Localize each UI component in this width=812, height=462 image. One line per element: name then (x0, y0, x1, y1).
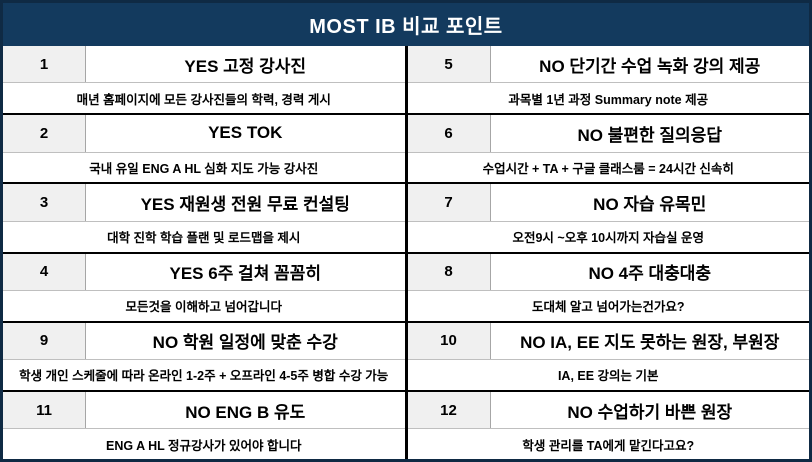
item-description: 매년 홈페이지에 모든 강사진들의 학력, 경력 게시 (3, 82, 405, 113)
comparison-item-3: 3 YES 재원생 전원 무료 컨설팅 대학 진학 학습 플랜 및 로드맵을 제… (3, 182, 405, 251)
item-title-row: 1 YES 고정 강사진 (3, 46, 405, 83)
item-description: 수업시간 + TA + 구글 클래스룸 = 24시간 신속히 (407, 151, 809, 183)
item-title: NO ENG B 유도 (185, 402, 306, 422)
comparison-item-11: 11 NO ENG B 유도 ENG A HL 정규강사가 있어야 합니다 (3, 389, 405, 459)
item-description: IA, EE 강의는 기본 (407, 359, 809, 390)
item-title: YES 재원생 전원 무료 컨설팅 (140, 195, 350, 215)
item-number: 6 (407, 115, 491, 152)
item-title: YES 6주 걸쳐 꼼꼼히 (169, 264, 321, 284)
comparison-item-6: 6 NO 불편한 질의응답 수업시간 + TA + 구글 클래스룸 = 24시간… (407, 113, 810, 183)
comparison-item-2: 2 YES TOK 국내 유일 ENG A HL 심화 지도 가능 강사진 (3, 113, 405, 182)
item-title: NO 자습 유목민 (593, 195, 707, 215)
item-number: 8 (407, 253, 491, 290)
item-description: 오전9시 ~오후 10시까지 자습실 운영 (407, 220, 809, 252)
item-title: YES 고정 강사진 (184, 56, 307, 76)
page-header: MOST IB 비교 포인트 (3, 3, 809, 46)
item-number: 2 (3, 115, 86, 152)
left-column: 1 YES 고정 강사진 매년 홈페이지에 모든 강사진들의 학력, 경력 게시… (3, 46, 405, 459)
item-title: NO 불편한 질의응답 (577, 125, 722, 145)
item-number: 3 (3, 184, 86, 221)
item-title-row: 5 NO 단기간 수업 녹화 강의 제공 (407, 46, 810, 83)
right-column: 5 NO 단기간 수업 녹화 강의 제공 과목별 1년 과정 Summary n… (404, 46, 810, 459)
comparison-item-1: 1 YES 고정 강사진 매년 홈페이지에 모든 강사진들의 학력, 경력 게시 (3, 46, 405, 113)
item-title-row: 9 NO 학원 일정에 맞춘 수강 (3, 322, 405, 360)
item-description: 학생 개인 스케줄에 따라 온라인 1-2주 + 오프라인 4-5주 병합 수강… (3, 359, 405, 390)
item-title: YES TOK (208, 123, 283, 143)
item-number: 12 (407, 391, 491, 429)
item-description: 학생 관리를 TA에게 맡긴다고요? (407, 428, 809, 459)
comparison-item-8: 8 NO 4주 대충대충 도대체 알고 넘어가는건가요? (407, 251, 810, 321)
item-description: 대학 진학 학습 플랜 및 로드맵을 제시 (3, 220, 405, 252)
comparison-item-7: 7 NO 자습 유목민 오전9시 ~오후 10시까지 자습실 운영 (407, 182, 810, 252)
item-title: NO 수업하기 바쁜 원장 (567, 402, 733, 422)
item-number: 9 (3, 322, 86, 360)
item-number: 10 (407, 322, 491, 360)
item-title-row: 4 YES 6주 걸쳐 꼼꼼히 (3, 253, 405, 290)
comparison-item-12: 12 NO 수업하기 바쁜 원장 학생 관리를 TA에게 맡긴다고요? (407, 389, 810, 459)
item-title-row: 7 NO 자습 유목민 (407, 184, 810, 221)
item-title: NO 단기간 수업 녹화 강의 제공 (539, 56, 761, 76)
item-description: 모든것을 이해하고 넘어갑니다 (3, 289, 405, 321)
item-title-row: 3 YES 재원생 전원 무료 컨설팅 (3, 184, 405, 221)
item-title: NO IA, EE 지도 못하는 원장, 부원장 (520, 333, 780, 353)
page-title: MOST IB 비교 포인트 (309, 16, 503, 38)
item-title-row: 8 NO 4주 대충대충 (407, 253, 810, 290)
item-description: 도대체 알고 넘어가는건가요? (407, 289, 809, 321)
item-title-row: 6 NO 불편한 질의응답 (407, 115, 810, 152)
item-description: 국내 유일 ENG A HL 심화 지도 가능 강사진 (3, 151, 405, 183)
item-number: 1 (3, 46, 86, 83)
item-title-row: 12 NO 수업하기 바쁜 원장 (407, 391, 810, 429)
item-title-row: 11 NO ENG B 유도 (3, 391, 405, 429)
item-number: 4 (3, 253, 86, 290)
item-number: 11 (3, 391, 86, 429)
item-title: NO 4주 대충대충 (588, 264, 712, 284)
comparison-item-10: 10 NO IA, EE 지도 못하는 원장, 부원장 IA, EE 강의는 기… (407, 320, 810, 390)
item-number: 7 (407, 184, 491, 221)
item-description: ENG A HL 정규강사가 있어야 합니다 (3, 428, 405, 459)
item-number: 5 (407, 46, 491, 83)
item-title-row: 10 NO IA, EE 지도 못하는 원장, 부원장 (407, 322, 810, 360)
item-title: NO 학원 일정에 맞춘 수강 (152, 333, 338, 353)
comparison-item-5: 5 NO 단기간 수업 녹화 강의 제공 과목별 1년 과정 Summary n… (407, 46, 810, 113)
item-title-row: 2 YES TOK (3, 115, 405, 152)
item-description: 과목별 1년 과정 Summary note 제공 (407, 82, 809, 113)
comparison-table: 1 YES 고정 강사진 매년 홈페이지에 모든 강사진들의 학력, 경력 게시… (3, 46, 809, 459)
comparison-item-9: 9 NO 학원 일정에 맞춘 수강 학생 개인 스케줄에 따라 온라인 1-2주… (3, 320, 405, 390)
comparison-item-4: 4 YES 6주 걸쳐 꼼꼼히 모든것을 이해하고 넘어갑니다 (3, 251, 405, 321)
